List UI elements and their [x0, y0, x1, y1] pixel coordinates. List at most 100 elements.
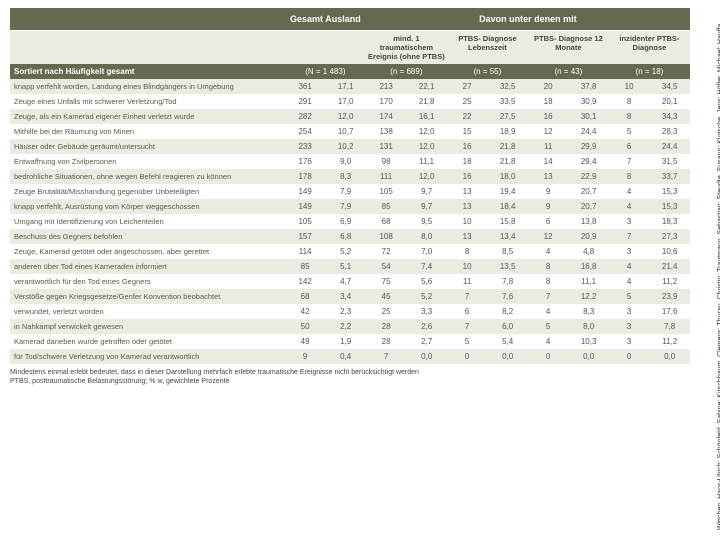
cell: 75	[366, 274, 407, 289]
cell: 27	[447, 79, 488, 94]
cell: 11	[528, 139, 569, 154]
cell: 7,8	[649, 319, 690, 334]
row-label: knapp verfehlt, Ausrüstung vom Körper we…	[10, 199, 285, 214]
cell: 2,7	[406, 334, 447, 349]
table-row: Zeuge, als ein Kamerad eigener Einheit v…	[10, 109, 690, 124]
cell: 282	[285, 109, 326, 124]
cell: 7	[609, 154, 650, 169]
cell: 4	[528, 334, 569, 349]
cell: 28	[366, 334, 407, 349]
cell: 17,6	[649, 304, 690, 319]
cell: 5	[609, 289, 650, 304]
cell: 15,3	[649, 199, 690, 214]
cell: 11,2	[649, 334, 690, 349]
cell: 68	[285, 289, 326, 304]
cell: 18,4	[487, 199, 528, 214]
cell: 8,3	[568, 304, 609, 319]
cell: 2,3	[325, 304, 366, 319]
cell: 21,8	[487, 154, 528, 169]
cell: 149	[285, 184, 326, 199]
cell: 8	[447, 244, 488, 259]
table-row: Zeuge eines Unfalls mit schwerer Verletz…	[10, 94, 690, 109]
cell: 25	[447, 94, 488, 109]
cell: 16,1	[406, 109, 447, 124]
cell: 13	[447, 199, 488, 214]
cell: 3	[609, 214, 650, 229]
cell: 361	[285, 79, 326, 94]
cell: 6	[528, 214, 569, 229]
cell: 21,8	[487, 139, 528, 154]
table-row: anderen über Tod eines Kameraden informi…	[10, 259, 690, 274]
cell: 8,3	[325, 169, 366, 184]
cell: 176	[285, 154, 326, 169]
row-label: Entwaffnung von Zivilpersonen	[10, 154, 285, 169]
table-row: knapp verfehlt, Ausrüstung vom Körper we…	[10, 199, 690, 214]
row-label: Zeuge, Kamerad getötet oder angeschossen…	[10, 244, 285, 259]
row-label: Umgang mit Identifizierung von Leichente…	[10, 214, 285, 229]
cell: 291	[285, 94, 326, 109]
cell: 20,7	[568, 184, 609, 199]
cell: 13,8	[568, 214, 609, 229]
cell: 34,3	[649, 109, 690, 124]
table-row: Kamerad daneben wurde getroffen oder get…	[10, 334, 690, 349]
cell: 9,7	[406, 199, 447, 214]
cell: 9	[528, 184, 569, 199]
cell: 21,8	[406, 94, 447, 109]
cell: 21,4	[649, 259, 690, 274]
cell: 7,8	[487, 274, 528, 289]
cell: 2,6	[406, 319, 447, 334]
cell: 19,4	[487, 184, 528, 199]
cell: 4	[609, 274, 650, 289]
cell: 13	[447, 184, 488, 199]
cell: 254	[285, 124, 326, 139]
cell: 50	[285, 319, 326, 334]
cell: 170	[366, 94, 407, 109]
cell: 33,7	[649, 169, 690, 184]
cell: 9	[285, 349, 326, 364]
cell: 5,4	[487, 334, 528, 349]
cell: 7	[366, 349, 407, 364]
cell: 28,3	[649, 124, 690, 139]
cell: 23,9	[649, 289, 690, 304]
cell: 5,2	[325, 244, 366, 259]
cell: 6	[447, 304, 488, 319]
cell: 5,2	[406, 289, 447, 304]
table-body: knapp verfehlt worden, Landung eines Bli…	[10, 79, 690, 364]
cell: 9,0	[325, 154, 366, 169]
header-blank	[10, 8, 285, 31]
cell: 4	[609, 199, 650, 214]
row-label: anderen über Tod eines Kameraden informi…	[10, 259, 285, 274]
cell: 20,9	[568, 229, 609, 244]
cell: 10	[609, 79, 650, 94]
row-label: Zeuge, als ein Kamerad eigener Einheit v…	[10, 109, 285, 124]
cell: 98	[366, 154, 407, 169]
cell: 54	[366, 259, 407, 274]
cell: 8,2	[487, 304, 528, 319]
cell: 31,5	[649, 154, 690, 169]
cell: 10,7	[325, 124, 366, 139]
cell: 6,0	[487, 319, 528, 334]
cell: 5	[609, 124, 650, 139]
row-label: knapp verfehlt worden, Landung eines Bli…	[10, 79, 285, 94]
cell: 0,0	[568, 349, 609, 364]
cell: 233	[285, 139, 326, 154]
cell: 7	[609, 229, 650, 244]
table-row: bedrohliche Situationen, ohne wegen Befe…	[10, 169, 690, 184]
cell: 7	[447, 319, 488, 334]
cell: 6	[609, 139, 650, 154]
cell: 30,1	[568, 109, 609, 124]
cell: 108	[366, 229, 407, 244]
cell: 14	[528, 154, 569, 169]
cell: 8,5	[487, 244, 528, 259]
cell: 20,7	[568, 199, 609, 214]
cell: 33,5	[487, 94, 528, 109]
cell: 68	[366, 214, 407, 229]
n-val-4: (n = 18)	[609, 64, 690, 79]
cell: 28	[366, 319, 407, 334]
cell: 111	[366, 169, 407, 184]
sub-col-3: inzidenter PTBS- Diagnose	[609, 31, 690, 65]
cell: 0	[528, 349, 569, 364]
cell: 4,8	[568, 244, 609, 259]
header-davon: Davon unter denen mit	[366, 8, 690, 31]
cell: 17,0	[325, 94, 366, 109]
